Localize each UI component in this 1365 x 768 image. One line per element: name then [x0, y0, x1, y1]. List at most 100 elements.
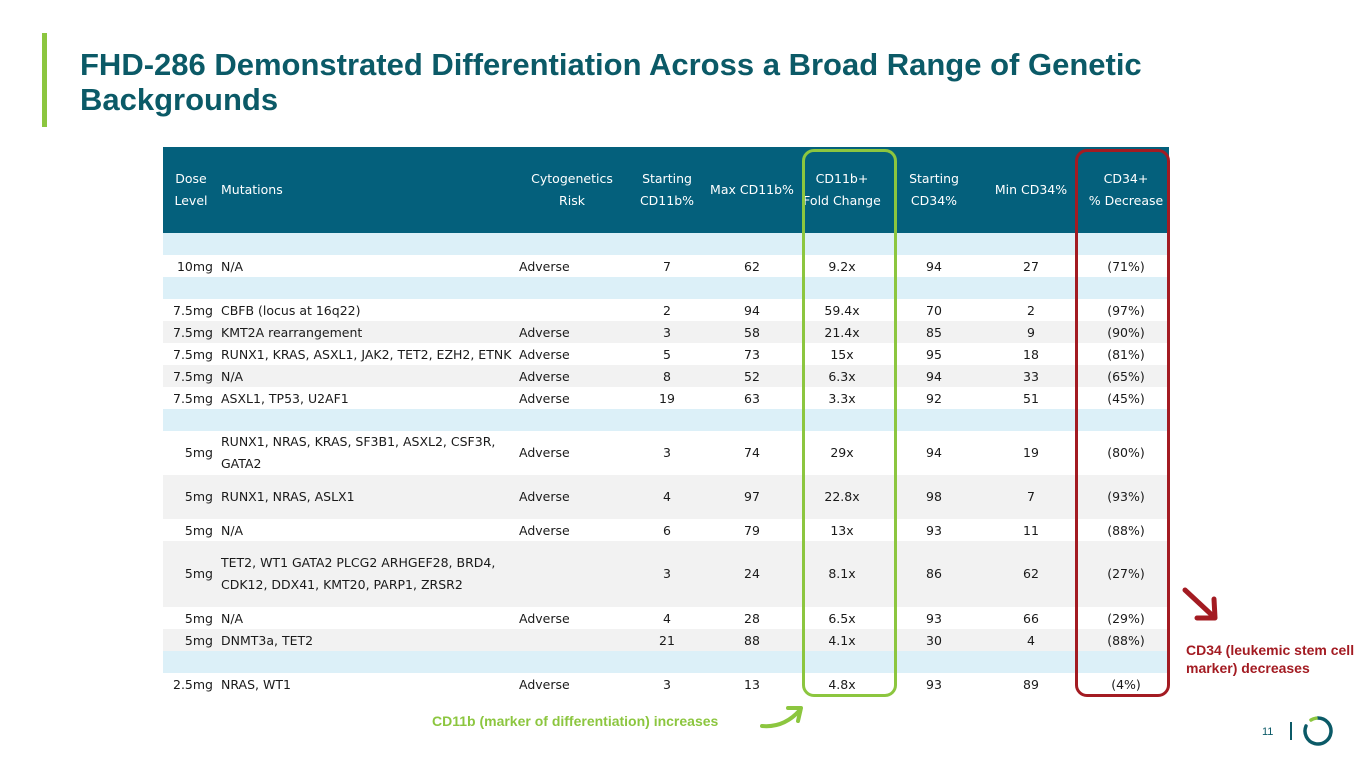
down-right-arrow-icon	[1182, 587, 1218, 621]
cell-cd34-decrease: (93%)	[1083, 475, 1169, 519]
cell-cytogenetics-risk: Adverse	[519, 255, 625, 277]
cell-max-cd11b: 24	[709, 541, 795, 607]
table-spacer-row	[163, 233, 1169, 255]
cell-min-cd34: 7	[979, 475, 1083, 519]
cell-starting-cd11b: 6	[625, 519, 709, 541]
header-mutations: Mutations	[219, 147, 519, 233]
cell-mutations: TET2, WT1 GATA2 PLCG2 ARHGEF28, BRD4, CD…	[219, 541, 519, 607]
cell-cytogenetics-risk	[519, 541, 625, 607]
header-cd11b-fold-change: CD11b+ Fold Change	[795, 147, 889, 233]
cell-min-cd34: 2	[979, 299, 1083, 321]
table-row: 7.5mg N/A Adverse 8 52 6.3x 94 33 (65%)	[163, 365, 1169, 387]
cell-max-cd11b: 88	[709, 629, 795, 651]
cell-cytogenetics-risk: Adverse	[519, 431, 625, 475]
cell-cytogenetics-risk	[519, 299, 625, 321]
table-row: 7.5mg RUNX1, KRAS, ASXL1, JAK2, TET2, EZH…	[163, 343, 1169, 365]
cell-starting-cd34: 94	[889, 431, 979, 475]
cell-mutations: ASXL1, TP53, U2AF1	[219, 387, 519, 409]
cell-cd34-decrease: (29%)	[1083, 607, 1169, 629]
cell-cytogenetics-risk: Adverse	[519, 387, 625, 409]
cell-mutations: RUNX1, NRAS, ASLX1	[219, 475, 519, 519]
page-number: 11	[1262, 726, 1274, 738]
cell-min-cd34: 4	[979, 629, 1083, 651]
cell-starting-cd34: 94	[889, 365, 979, 387]
table-row: 7.5mg CBFB (locus at 16q22) 2 94 59.4x 70 2 (97…	[163, 299, 1169, 321]
cell-cd11b-fold-change: 4.8x	[795, 673, 889, 695]
cell-starting-cd34: 93	[889, 607, 979, 629]
table-row: 5mg DNMT3a, TET2 21 88 4.1x 30 4 (88%)	[163, 629, 1169, 651]
cell-cd11b-fold-change: 29x	[795, 431, 889, 475]
cell-cd11b-fold-change: 21.4x	[795, 321, 889, 343]
cell-max-cd11b: 73	[709, 343, 795, 365]
cell-cd11b-fold-change: 9.2x	[795, 255, 889, 277]
cell-cd34-decrease: (27%)	[1083, 541, 1169, 607]
cell-dose-level: 5mg	[163, 607, 219, 629]
cell-dose-level: 10mg	[163, 255, 219, 277]
cell-mutations: N/A	[219, 365, 519, 387]
table-spacer-row	[163, 651, 1169, 673]
cell-min-cd34: 19	[979, 431, 1083, 475]
cell-cd34-decrease: (90%)	[1083, 321, 1169, 343]
cell-starting-cd11b: 4	[625, 475, 709, 519]
cell-mutations: N/A	[219, 255, 519, 277]
cell-cd34-decrease: (97%)	[1083, 299, 1169, 321]
table-row: 10mg N/A Adverse 7 62 9.2x 94 27 (71%)	[163, 255, 1169, 277]
cell-dose-level: 5mg	[163, 629, 219, 651]
spacer-cell	[163, 409, 1169, 431]
cell-cd11b-fold-change: 6.3x	[795, 365, 889, 387]
cell-mutations: N/A	[219, 607, 519, 629]
cell-max-cd11b: 94	[709, 299, 795, 321]
cell-mutations: DNMT3a, TET2	[219, 629, 519, 651]
table-spacer-row	[163, 409, 1169, 431]
cell-mutations: N/A	[219, 519, 519, 541]
cell-dose-level: 7.5mg	[163, 321, 219, 343]
spacer-cell	[163, 233, 1169, 255]
cell-max-cd11b: 74	[709, 431, 795, 475]
cell-min-cd34: 11	[979, 519, 1083, 541]
cell-cd11b-fold-change: 13x	[795, 519, 889, 541]
cd11b-fold-highlight-box	[802, 149, 897, 697]
header-dose-level: Dose Level	[163, 147, 219, 233]
header-starting-cd11b: Starting CD11b%	[625, 147, 709, 233]
cell-max-cd11b: 52	[709, 365, 795, 387]
cell-max-cd11b: 13	[709, 673, 795, 695]
cell-starting-cd11b: 3	[625, 673, 709, 695]
header-cd34-decrease: CD34+% Decrease	[1083, 147, 1169, 233]
cell-mutations: CBFB (locus at 16q22)	[219, 299, 519, 321]
cell-starting-cd11b: 19	[625, 387, 709, 409]
cell-cd34-decrease: (4%)	[1083, 673, 1169, 695]
cell-max-cd11b: 63	[709, 387, 795, 409]
cell-starting-cd34: 85	[889, 321, 979, 343]
slide-title: FHD-286 Demonstrated Differentiation Acr…	[80, 47, 1142, 117]
cell-cd11b-fold-change: 4.1x	[795, 629, 889, 651]
cell-cd34-decrease: (65%)	[1083, 365, 1169, 387]
cell-starting-cd34: 86	[889, 541, 979, 607]
cell-starting-cd34: 93	[889, 519, 979, 541]
cell-max-cd11b: 97	[709, 475, 795, 519]
spacer-cell	[163, 651, 1169, 673]
table-row: 5mg RUNX1, NRAS, KRAS, SF3B1, ASXL2, CSF3…	[163, 431, 1169, 475]
cell-dose-level: 2.5mg	[163, 673, 219, 695]
table-row: 2.5mg NRAS, WT1 Adverse 3 13 4.8x 93 89 (4%)	[163, 673, 1169, 695]
cell-starting-cd11b: 21	[625, 629, 709, 651]
cell-mutations: RUNX1, KRAS, ASXL1, JAK2, TET2, EZH2, ET…	[219, 343, 519, 365]
cell-cytogenetics-risk: Adverse	[519, 365, 625, 387]
cell-mutations: RUNX1, NRAS, KRAS, SF3B1, ASXL2, CSF3R, …	[219, 431, 519, 475]
cell-cytogenetics-risk: Adverse	[519, 475, 625, 519]
cell-cd34-decrease: (71%)	[1083, 255, 1169, 277]
table-row: 5mg N/A Adverse 4 28 6.5x 93 66 (29%)	[163, 607, 1169, 629]
cell-cytogenetics-risk: Adverse	[519, 607, 625, 629]
cell-dose-level: 5mg	[163, 475, 219, 519]
cell-cytogenetics-risk: Adverse	[519, 519, 625, 541]
cell-min-cd34: 89	[979, 673, 1083, 695]
title-accent-bar	[42, 33, 47, 127]
cell-cd11b-fold-change: 8.1x	[795, 541, 889, 607]
results-table: Dose Level Mutations Cytogenetics Risk Sta…	[163, 147, 1169, 695]
cell-dose-level: 5mg	[163, 519, 219, 541]
cell-cd34-decrease: (81%)	[1083, 343, 1169, 365]
cell-min-cd34: 9	[979, 321, 1083, 343]
cell-cd11b-fold-change: 3.3x	[795, 387, 889, 409]
cell-dose-level: 5mg	[163, 431, 219, 475]
cell-cd34-decrease: (45%)	[1083, 387, 1169, 409]
header-starting-cd34: Starting CD34%	[889, 147, 979, 233]
